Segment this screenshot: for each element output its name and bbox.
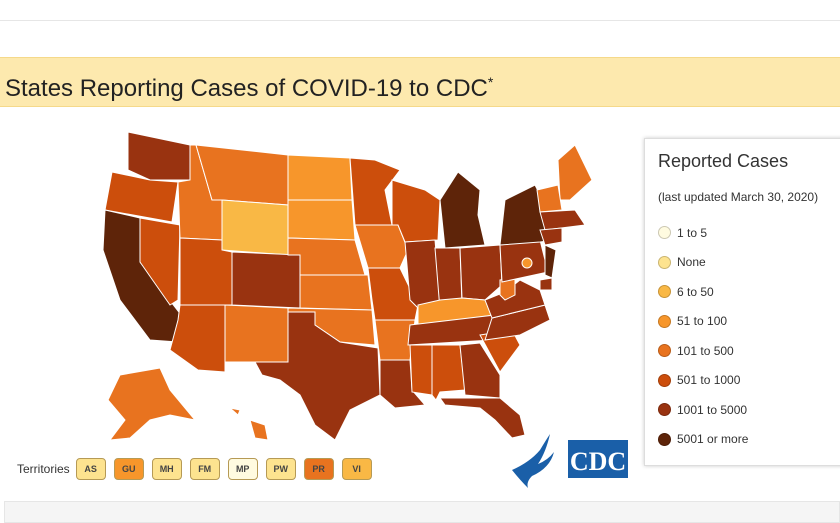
- legend-item: 1001 to 5000: [658, 395, 840, 425]
- state[interactable]: [299, 274, 373, 311]
- state[interactable]: [379, 359, 427, 409]
- state[interactable]: [409, 344, 433, 396]
- legend-panel: Reported Cases (last updated March 30, 2…: [644, 138, 840, 466]
- hhs-eagle-icon: CDC: [512, 434, 628, 488]
- state[interactable]: [287, 199, 356, 241]
- legend-item: None: [658, 248, 840, 278]
- state[interactable]: [439, 397, 526, 439]
- cdc-logo-text: CDC: [570, 447, 626, 476]
- us-map[interactable]: [0, 110, 640, 450]
- legend-swatch-icon: [658, 285, 671, 299]
- state[interactable]: [228, 407, 241, 416]
- legend-label: 51 to 100: [677, 314, 728, 329]
- territories: Territories AS GU MH FM MP PW PR VI: [17, 458, 380, 480]
- legend-label: 1001 to 5000: [677, 402, 748, 417]
- territory-button[interactable]: VI: [341, 458, 372, 480]
- state[interactable]: [354, 224, 409, 269]
- state[interactable]: [539, 277, 553, 291]
- territory-button[interactable]: PW: [265, 458, 296, 480]
- state[interactable]: [254, 311, 381, 441]
- territory-button[interactable]: FM: [189, 458, 220, 480]
- state[interactable]: [459, 342, 501, 399]
- divider: [0, 20, 840, 21]
- legend-item: 5001 or more: [658, 425, 840, 455]
- page-title: States Reporting Cases of COVID-19 to CD…: [0, 58, 840, 113]
- legend-item: 501 to 1000: [658, 366, 840, 396]
- legend-item: 1 to 5: [658, 218, 840, 248]
- state[interactable]: [536, 184, 563, 213]
- footnote-mark: *: [487, 74, 494, 90]
- legend-label: 6 to 50: [677, 284, 714, 299]
- legend-label: 101 to 500: [677, 343, 734, 358]
- legend-swatch-icon: [658, 314, 671, 328]
- legend-item: 6 to 50: [658, 277, 840, 307]
- legend-swatch-icon: [658, 344, 671, 358]
- territory-button[interactable]: MP: [227, 458, 258, 480]
- title-text: States Reporting Cases of COVID-19 to CD…: [5, 75, 488, 102]
- legend-title: Reported Cases: [658, 151, 789, 171]
- legend-swatch-icon: [658, 373, 671, 387]
- state[interactable]: [287, 237, 366, 276]
- state[interactable]: [431, 344, 466, 401]
- legend-updated: (last updated March 30, 2020): [658, 190, 819, 204]
- state[interactable]: [249, 419, 269, 441]
- legend-label: 501 to 1000: [677, 373, 741, 388]
- legend-swatch-icon: [658, 255, 671, 269]
- territories-label: Territories: [17, 462, 70, 476]
- state[interactable]: [221, 199, 289, 256]
- state[interactable]: [127, 131, 191, 181]
- legend-item: 51 to 100: [658, 307, 840, 337]
- state[interactable]: [139, 217, 181, 306]
- state[interactable]: [539, 227, 563, 246]
- legend-swatch-icon: [658, 403, 671, 417]
- state[interactable]: [107, 367, 197, 441]
- legend-swatch-icon: [658, 432, 671, 446]
- legend-label: 1 to 5: [677, 225, 708, 240]
- logos: CDC: [510, 432, 630, 493]
- state[interactable]: [169, 304, 226, 373]
- bottom-panel: [4, 501, 840, 523]
- territory-button[interactable]: PR: [303, 458, 334, 480]
- title-banner: States Reporting Cases of COVID-19 to CD…: [0, 57, 840, 107]
- state[interactable]: [287, 154, 353, 201]
- legend-label: 5001 or more: [677, 432, 749, 447]
- state[interactable]: [224, 304, 289, 363]
- legend-item: 101 to 500: [658, 336, 840, 366]
- state[interactable]: [459, 244, 503, 301]
- state[interactable]: [104, 171, 179, 223]
- state[interactable]: [231, 251, 301, 309]
- legend-swatch-icon: [658, 226, 671, 240]
- territory-button[interactable]: AS: [75, 458, 106, 480]
- state[interactable]: [539, 209, 586, 231]
- state[interactable]: [557, 144, 593, 201]
- territory-button[interactable]: GU: [113, 458, 144, 480]
- state[interactable]: [544, 244, 557, 279]
- legend-label: None: [677, 255, 706, 270]
- state[interactable]: [439, 171, 486, 249]
- territory-button[interactable]: MH: [151, 458, 182, 480]
